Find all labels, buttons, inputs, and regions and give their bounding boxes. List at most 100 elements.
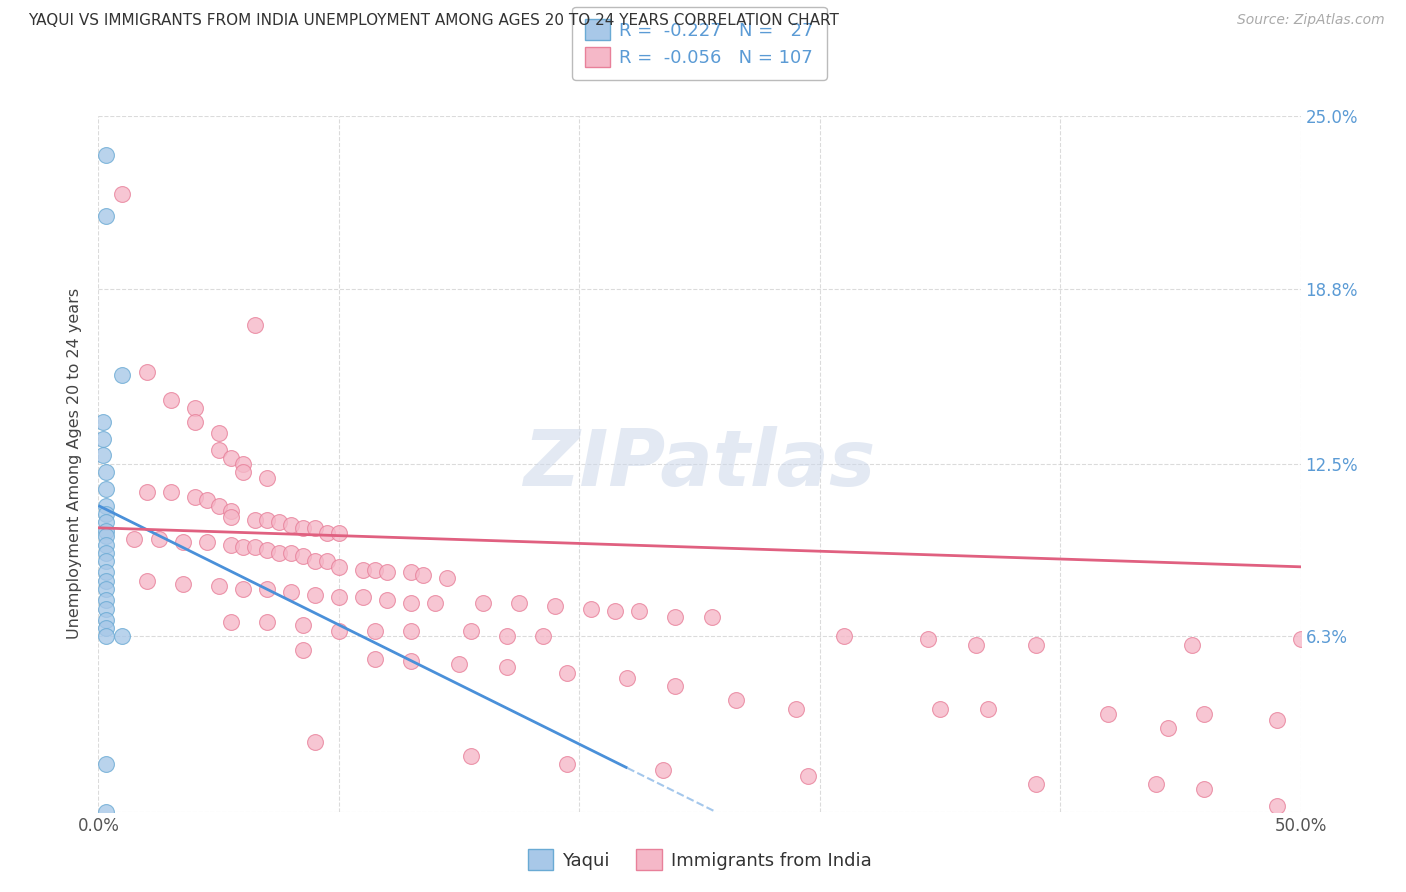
Point bbox=[91, 449, 114, 463]
Point bbox=[796, 768, 818, 782]
Point bbox=[111, 368, 134, 382]
Point bbox=[616, 671, 638, 685]
Point bbox=[148, 532, 170, 546]
Point bbox=[232, 541, 254, 555]
Point bbox=[1194, 782, 1216, 797]
Point bbox=[219, 615, 242, 630]
Point bbox=[183, 415, 205, 429]
Point bbox=[447, 657, 470, 672]
Point bbox=[219, 451, 242, 466]
Point bbox=[291, 618, 314, 632]
Point bbox=[700, 610, 723, 624]
Point bbox=[267, 546, 290, 560]
Point bbox=[291, 521, 314, 535]
Point bbox=[328, 624, 350, 638]
Point bbox=[135, 365, 157, 379]
Point bbox=[135, 574, 157, 588]
Point bbox=[94, 507, 117, 521]
Point bbox=[195, 534, 218, 549]
Point bbox=[94, 546, 117, 560]
Point bbox=[375, 593, 398, 607]
Point bbox=[1265, 799, 1288, 814]
Point bbox=[256, 615, 278, 630]
Point bbox=[94, 209, 117, 223]
Point bbox=[183, 490, 205, 504]
Point bbox=[91, 432, 114, 446]
Point bbox=[1194, 707, 1216, 722]
Point bbox=[94, 529, 117, 543]
Point bbox=[724, 693, 747, 707]
Point bbox=[94, 482, 117, 496]
Point bbox=[304, 554, 326, 568]
Point bbox=[399, 624, 422, 638]
Point bbox=[256, 582, 278, 596]
Text: Source: ZipAtlas.com: Source: ZipAtlas.com bbox=[1237, 13, 1385, 28]
Point bbox=[352, 563, 374, 577]
Point bbox=[436, 571, 458, 585]
Point bbox=[94, 537, 117, 551]
Point bbox=[232, 457, 254, 471]
Y-axis label: Unemployment Among Ages 20 to 24 years: Unemployment Among Ages 20 to 24 years bbox=[67, 288, 83, 640]
Point bbox=[605, 604, 627, 618]
Point bbox=[195, 493, 218, 508]
Point bbox=[917, 632, 939, 647]
Point bbox=[412, 568, 434, 582]
Point bbox=[977, 702, 1000, 716]
Point bbox=[94, 629, 117, 643]
Point bbox=[965, 638, 987, 652]
Point bbox=[135, 484, 157, 499]
Point bbox=[315, 526, 337, 541]
Point bbox=[315, 554, 337, 568]
Point bbox=[364, 651, 387, 665]
Point bbox=[124, 532, 146, 546]
Point bbox=[159, 392, 181, 407]
Point bbox=[1289, 632, 1312, 647]
Point bbox=[94, 465, 117, 479]
Point bbox=[328, 559, 350, 574]
Point bbox=[208, 499, 231, 513]
Point bbox=[291, 643, 314, 657]
Point bbox=[1144, 777, 1167, 791]
Point bbox=[183, 401, 205, 416]
Point bbox=[232, 465, 254, 479]
Point bbox=[460, 749, 482, 764]
Point bbox=[328, 526, 350, 541]
Point bbox=[94, 524, 117, 538]
Point bbox=[581, 601, 603, 615]
Point bbox=[508, 596, 530, 610]
Point bbox=[256, 543, 278, 558]
Point bbox=[280, 518, 302, 533]
Point bbox=[243, 512, 266, 526]
Point bbox=[496, 660, 519, 674]
Point bbox=[208, 579, 231, 593]
Point bbox=[94, 499, 117, 513]
Point bbox=[1025, 638, 1047, 652]
Point bbox=[555, 757, 578, 772]
Point bbox=[291, 549, 314, 563]
Point bbox=[256, 471, 278, 485]
Point bbox=[496, 629, 519, 643]
Point bbox=[94, 148, 117, 162]
Point bbox=[208, 426, 231, 441]
Point bbox=[928, 702, 950, 716]
Point bbox=[1181, 638, 1204, 652]
Point bbox=[328, 591, 350, 605]
Point bbox=[304, 521, 326, 535]
Point bbox=[832, 629, 855, 643]
Point bbox=[219, 509, 242, 524]
Point bbox=[628, 604, 651, 618]
Point bbox=[94, 582, 117, 596]
Point bbox=[664, 610, 686, 624]
Point bbox=[304, 735, 326, 749]
Point bbox=[172, 534, 194, 549]
Point bbox=[94, 601, 117, 615]
Point bbox=[94, 805, 117, 819]
Text: ZIPatlas: ZIPatlas bbox=[523, 425, 876, 502]
Point bbox=[94, 516, 117, 530]
Point bbox=[91, 415, 114, 429]
Text: YAQUI VS IMMIGRANTS FROM INDIA UNEMPLOYMENT AMONG AGES 20 TO 24 YEARS CORRELATIO: YAQUI VS IMMIGRANTS FROM INDIA UNEMPLOYM… bbox=[28, 13, 839, 29]
Point bbox=[1265, 713, 1288, 727]
Point bbox=[531, 629, 554, 643]
Point bbox=[399, 596, 422, 610]
Point bbox=[664, 680, 686, 694]
